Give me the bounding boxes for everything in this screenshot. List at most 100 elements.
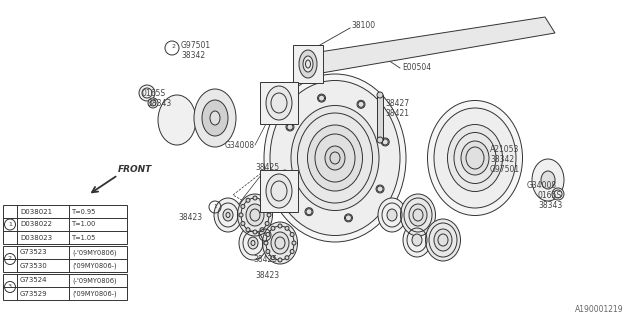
Circle shape: [285, 256, 289, 260]
Circle shape: [264, 241, 268, 245]
Polygon shape: [300, 17, 555, 75]
Text: G73529: G73529: [20, 291, 47, 297]
Ellipse shape: [412, 234, 422, 246]
Text: A21053: A21053: [490, 146, 520, 155]
Text: 38343: 38343: [147, 99, 172, 108]
Ellipse shape: [426, 219, 461, 261]
Ellipse shape: [541, 171, 555, 189]
Ellipse shape: [409, 204, 427, 226]
Ellipse shape: [325, 146, 345, 170]
Ellipse shape: [223, 209, 233, 221]
Ellipse shape: [428, 100, 522, 215]
Ellipse shape: [202, 100, 228, 136]
Ellipse shape: [532, 159, 564, 201]
Text: G34008: G34008: [225, 140, 255, 149]
Bar: [3, 274, 127, 300]
Text: D038022: D038022: [20, 221, 52, 228]
Text: G97501: G97501: [490, 165, 520, 174]
Ellipse shape: [387, 209, 397, 221]
Text: 0165S: 0165S: [538, 190, 562, 199]
Circle shape: [344, 214, 353, 222]
Ellipse shape: [304, 53, 316, 73]
Ellipse shape: [158, 95, 196, 145]
Text: D038021: D038021: [20, 209, 52, 214]
Text: 38423: 38423: [255, 270, 279, 279]
Circle shape: [271, 226, 275, 230]
Circle shape: [266, 233, 270, 236]
Circle shape: [278, 224, 282, 228]
Text: G34008: G34008: [527, 180, 557, 189]
Ellipse shape: [271, 232, 289, 254]
Circle shape: [286, 123, 294, 131]
Text: 38425: 38425: [255, 164, 279, 172]
Ellipse shape: [378, 198, 406, 232]
Ellipse shape: [401, 194, 435, 236]
Circle shape: [148, 98, 158, 108]
Circle shape: [139, 85, 155, 101]
Text: G73524: G73524: [20, 277, 47, 284]
Circle shape: [260, 198, 264, 202]
Ellipse shape: [194, 89, 236, 147]
Bar: [293, 45, 323, 83]
Ellipse shape: [262, 222, 298, 264]
Ellipse shape: [210, 111, 220, 125]
Text: ('09MY0806-): ('09MY0806-): [72, 290, 116, 297]
Text: 1: 1: [263, 233, 267, 237]
Circle shape: [260, 228, 264, 232]
Ellipse shape: [291, 106, 379, 211]
Circle shape: [552, 188, 564, 200]
Text: 38427: 38427: [385, 99, 409, 108]
Circle shape: [241, 204, 245, 209]
Text: 2: 2: [8, 257, 12, 261]
Text: 1: 1: [8, 222, 12, 227]
Circle shape: [271, 256, 275, 260]
Text: G73530: G73530: [20, 262, 48, 268]
Ellipse shape: [246, 204, 264, 226]
Circle shape: [278, 258, 282, 262]
Ellipse shape: [266, 86, 292, 120]
Bar: [260, 170, 298, 212]
Text: (-'09MY0806): (-'09MY0806): [72, 277, 116, 284]
Circle shape: [376, 185, 384, 193]
Text: D038023: D038023: [20, 235, 52, 241]
Circle shape: [377, 137, 383, 143]
Text: E00504: E00504: [402, 62, 431, 71]
Text: 0165S: 0165S: [142, 90, 166, 99]
Text: (-'09MY0806): (-'09MY0806): [72, 249, 116, 256]
Circle shape: [285, 226, 289, 230]
Circle shape: [305, 208, 313, 216]
Text: 38421: 38421: [385, 108, 409, 117]
Circle shape: [281, 170, 289, 178]
Bar: [260, 82, 298, 124]
Text: 38342: 38342: [490, 156, 514, 164]
Text: T=1.00: T=1.00: [72, 221, 97, 228]
Ellipse shape: [168, 108, 186, 132]
Ellipse shape: [264, 74, 406, 242]
Text: FRONT: FRONT: [118, 165, 152, 174]
Text: T=1.05: T=1.05: [72, 235, 97, 241]
Ellipse shape: [403, 223, 431, 257]
Circle shape: [241, 221, 245, 226]
Text: 38342: 38342: [181, 52, 205, 60]
Ellipse shape: [248, 237, 258, 249]
Ellipse shape: [307, 125, 362, 191]
Text: 38423: 38423: [178, 213, 202, 222]
Circle shape: [266, 250, 270, 253]
Bar: [3, 246, 127, 272]
Circle shape: [239, 213, 243, 217]
Ellipse shape: [214, 198, 242, 232]
Ellipse shape: [434, 108, 516, 208]
Ellipse shape: [434, 229, 452, 251]
Circle shape: [246, 198, 250, 202]
Ellipse shape: [306, 56, 314, 70]
Ellipse shape: [239, 226, 267, 260]
Circle shape: [253, 196, 257, 200]
Text: 2: 2: [172, 44, 176, 49]
Circle shape: [267, 213, 271, 217]
Circle shape: [265, 221, 269, 226]
Circle shape: [265, 204, 269, 209]
Circle shape: [292, 241, 296, 245]
Circle shape: [357, 100, 365, 108]
Text: 38343: 38343: [538, 201, 563, 210]
Text: G73523: G73523: [20, 250, 47, 255]
